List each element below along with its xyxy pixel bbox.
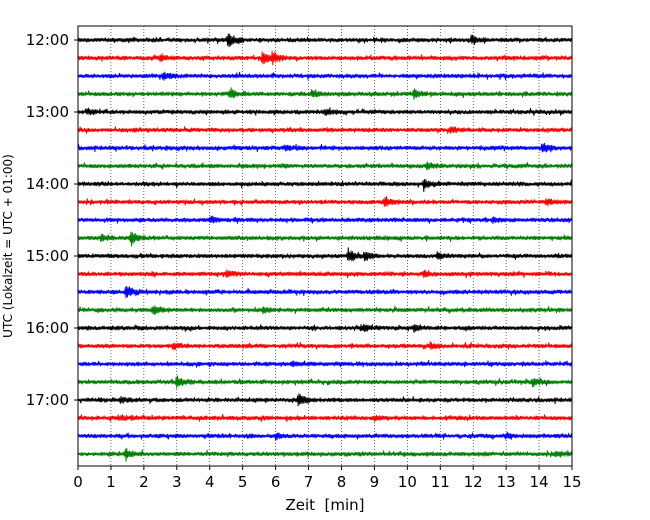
x-tick-label: 13 (497, 473, 516, 491)
trace-1500 (77, 247, 573, 262)
x-tick-label: 6 (271, 473, 281, 491)
trace-1445 (77, 231, 573, 247)
trace-1345 (77, 161, 573, 171)
x-tick-label: 2 (139, 473, 149, 491)
trace-1215 (77, 50, 573, 66)
trace-1515 (77, 269, 573, 279)
y-tick-label: 12:00 (26, 31, 69, 49)
trace-1330 (77, 142, 573, 153)
trace-1300 (77, 107, 573, 116)
trace-1630 (77, 359, 573, 368)
trace-1400 (77, 179, 573, 193)
x-tick-label: 10 (398, 473, 417, 491)
x-axis-label: Zeit [min] (285, 496, 364, 514)
x-tick-label: 7 (304, 473, 314, 491)
trace-1615 (77, 341, 573, 351)
x-tick-label: 0 (73, 473, 83, 491)
x-tick-label: 9 (370, 473, 380, 491)
trace-1715 (77, 413, 573, 423)
trace-1200 (77, 33, 573, 48)
plot-frame (77, 25, 573, 467)
y-axis-ticks: 12:00 13:00 14:00 15:00 16:00 17:00 (26, 31, 78, 409)
y-axis-label: UTC (Lokalzeit = UTC + 01:00) (1, 154, 15, 338)
x-tick-label: 5 (238, 473, 248, 491)
x-tick-label: 1 (106, 473, 116, 491)
x-tick-label: 8 (337, 473, 347, 491)
seismic-traces (77, 33, 573, 462)
y-tick-label: 16:00 (26, 319, 69, 337)
x-tick-label: 14 (530, 473, 549, 491)
x-tick-label: 11 (431, 473, 450, 491)
trace-1230 (77, 71, 573, 81)
trace-1415 (77, 196, 573, 207)
trace-1530 (77, 286, 573, 299)
y-tick-label: 17:00 (26, 391, 69, 409)
trace-1700 (77, 393, 573, 407)
y-tick-label: 13:00 (26, 103, 69, 121)
trace-1645 (77, 375, 573, 389)
x-tick-label: 4 (205, 473, 215, 491)
x-tick-label: 12 (464, 473, 483, 491)
trace-1730 (77, 431, 573, 441)
trace-1745 (77, 447, 573, 462)
x-tick-label: 3 (172, 473, 182, 491)
x-tick-label: 15 (562, 473, 581, 491)
trace-1430 (77, 215, 573, 225)
grid-lines (110, 26, 540, 466)
y-tick-label: 15:00 (26, 247, 69, 265)
trace-1545 (77, 305, 573, 316)
trace-1245 (77, 87, 573, 100)
x-axis-ticks: 0 1 2 3 4 5 6 7 8 9 10 11 12 13 14 15 (73, 466, 582, 491)
y-tick-label: 14:00 (26, 175, 69, 193)
trace-1600 (77, 323, 573, 333)
trace-1315 (77, 126, 573, 134)
